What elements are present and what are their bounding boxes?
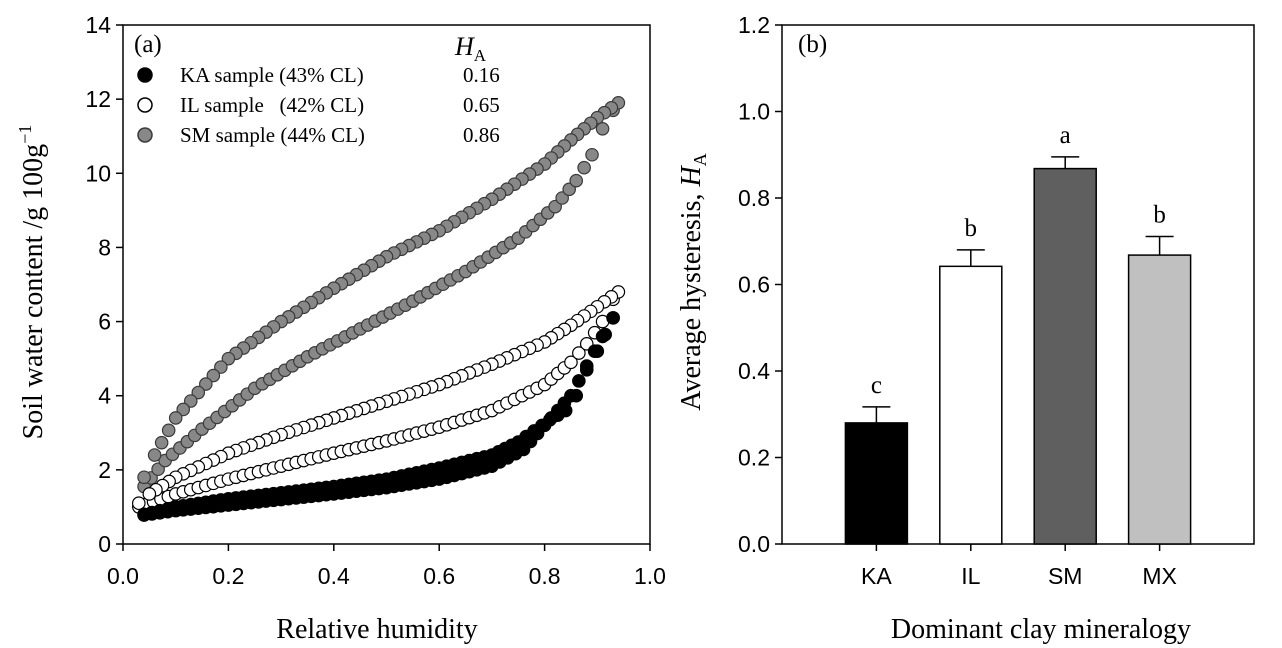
significance-letter-ka: c — [871, 372, 882, 399]
point-ka-desorption — [590, 344, 605, 359]
bar-sm — [1033, 167, 1097, 545]
point-ka-desorption — [569, 388, 584, 403]
panel-a-legend: KA sample (43% CL) 0.16 IL sample (42% CL)… — [137, 63, 500, 147]
point-sm-desorption — [183, 394, 198, 408]
panel-a-frame — [122, 24, 651, 545]
panel-a-y-tick-label: 14 — [85, 12, 111, 38]
panel-a-x-tick-label: 0.2 — [212, 563, 244, 589]
panel-a-x-tick-label: 0.6 — [423, 563, 455, 589]
panel-a: Soil water content /g 100g−1 0.0 0.2 0.4 0.… — [15, 12, 666, 645]
panel-a-y-tick-label: 12 — [85, 86, 111, 112]
panel-b-y-axis-title-italic: H — [676, 165, 707, 188]
panel-b-label: (b) — [798, 31, 827, 58]
point-sm-desorption — [221, 351, 236, 366]
panel-a-y-tick-label: 6 — [98, 309, 111, 335]
legend-label: SM sample (44% CL) — [180, 123, 365, 147]
legend-ha-value: 0.16 — [463, 63, 500, 87]
panel-a-x-tick-label: 0.8 — [529, 563, 561, 589]
point-ka-desorption — [137, 507, 151, 522]
point-il-adsorption — [572, 346, 586, 360]
bar-ka — [844, 422, 909, 545]
panel-b-y-tick-label: 0.4 — [738, 358, 770, 384]
panel-a-y-axis-title-text: Soil water content /g 100g — [18, 144, 49, 440]
point-sm-desorption — [199, 377, 213, 391]
bar-mx — [1127, 254, 1192, 545]
panel-b-y-axis-title: Average hysteresis, HA — [676, 153, 710, 410]
panel-a-y-tick-label: 4 — [98, 383, 111, 409]
point-ka-desorption — [598, 327, 613, 342]
category-label-il: IL — [961, 563, 980, 589]
point-ka-desorption — [606, 311, 620, 325]
panel-a-y-tick-label: 2 — [98, 457, 111, 483]
panel-b-y-tick-label: 0.8 — [738, 185, 770, 211]
panel-b-y-axis-title-subscript: A — [690, 153, 710, 166]
point-sm-desorption — [154, 435, 169, 450]
legend-marker — [137, 127, 153, 143]
point-sm-adsorption — [585, 147, 599, 162]
legend-header: HA — [454, 32, 487, 65]
panel-a-x-tick-label: 0.4 — [318, 563, 350, 589]
panel-b-y-tick-label: 1.2 — [738, 12, 770, 38]
point-sm-adsorption — [569, 173, 584, 188]
panel-b-y-tick-label: 0.2 — [738, 445, 770, 471]
point-sm-adsorption — [595, 122, 610, 136]
panel-a-y-axis-title: Soil water content /g 100g−1 — [15, 125, 49, 440]
panel-b-x-axis-title: Dominant clay mineralogy — [891, 614, 1191, 645]
legend-label: IL sample (42% CL) — [180, 93, 364, 117]
point-ka-adsorption — [572, 374, 586, 388]
category-label-sm: SM — [1048, 563, 1083, 589]
panel-a-y-axis-title-superscript: −1 — [15, 125, 35, 144]
point-sm-desorption — [168, 411, 183, 425]
panel-b-plot-area: 0.0 0.2 0.4 0.6 0.8 1.0 1.2 KA c IL b SM a MX b — [738, 12, 1255, 589]
legend-header-subscript: A — [474, 46, 487, 65]
legend-marker — [137, 97, 153, 113]
panel-a-label: (a) — [134, 31, 162, 58]
point-sm-desorption — [206, 368, 221, 383]
panel-b-y-tick-label: 0.6 — [738, 272, 770, 298]
category-label-mx: MX — [1142, 563, 1177, 589]
panel-a-x-axis-title: Relative humidity — [276, 614, 477, 645]
legend-ha-value: 0.65 — [463, 93, 500, 117]
significance-letter-sm: a — [1060, 122, 1071, 149]
panel-b: Average hysteresis, HA 0.0 0.2 0.4 0.6 0.8 1.… — [676, 12, 1255, 645]
series-sm — [137, 96, 626, 494]
point-il-adsorption — [564, 355, 578, 370]
legend-ha-value: 0.86 — [463, 123, 500, 147]
point-sm-desorption — [176, 402, 191, 417]
panel-a-y-tick-label: 10 — [85, 160, 111, 186]
point-sm-desorption — [214, 360, 228, 374]
significance-letter-il: b — [965, 215, 978, 242]
panel-a-x-tick-label: 0.0 — [107, 563, 139, 589]
point-sm-adsorption — [577, 160, 591, 175]
series-ka — [137, 311, 620, 522]
panel-b-y-tick-label: 1.0 — [738, 99, 770, 125]
point-sm-desorption — [191, 385, 206, 400]
panel-a-y-tick-label: 0 — [98, 531, 111, 557]
legend-header-text: H — [454, 32, 475, 61]
panel-a-x-tick-label: 1.0 — [634, 563, 666, 589]
bar-il — [939, 265, 1003, 545]
panel-b-y-axis-title-text: Average hysteresis, — [676, 187, 707, 411]
point-il-desorption — [142, 487, 157, 501]
panel-a-plot-area: 0.0 0.2 0.4 0.6 0.8 1.0 0 2 4 6 8 10 12 14 — [85, 12, 666, 589]
series-il — [132, 285, 626, 514]
legend-marker — [137, 67, 153, 83]
legend-label: KA sample (43% CL) — [180, 63, 364, 87]
panel-a-y-tick-label: 8 — [98, 234, 111, 260]
panel-b-y-tick-label: 0.0 — [738, 531, 770, 557]
point-sm-desorption — [137, 470, 151, 485]
point-sm-desorption — [147, 448, 162, 462]
point-il-desorption — [132, 496, 146, 511]
significance-letter-mx: b — [1153, 201, 1166, 228]
category-label-ka: KA — [861, 563, 892, 589]
point-ka-desorption — [579, 362, 594, 377]
point-sm-desorption — [161, 423, 176, 438]
